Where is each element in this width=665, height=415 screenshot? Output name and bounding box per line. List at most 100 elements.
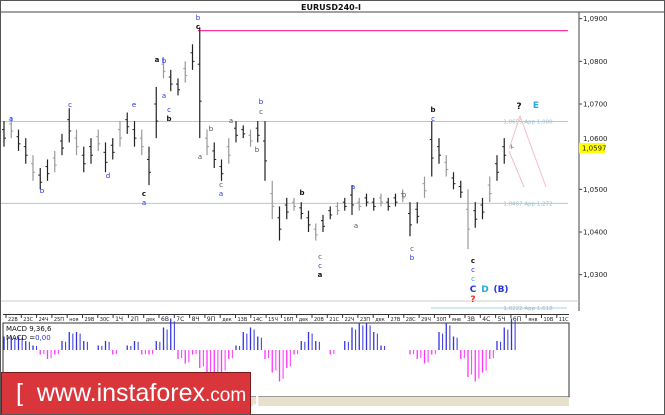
y-tick-label: 1,0600: [583, 135, 608, 143]
x-tick-label: 29Ч: [421, 317, 431, 323]
wave-label: b: [209, 125, 214, 133]
x-tick-label: 24Ч: [39, 317, 49, 323]
x-tick-label: 22Ч: [345, 317, 355, 323]
wave-label: a: [198, 153, 202, 161]
wave-label: (B): [493, 285, 508, 295]
chart-title: EURUSD240-I: [301, 3, 361, 12]
x-tick-label: 4С: [482, 316, 490, 323]
x-tick-label: 30П: [436, 317, 446, 323]
wave-label: c: [68, 101, 72, 109]
time-axis-line: [3, 314, 569, 315]
wave-label: a: [162, 92, 166, 100]
wave-label: a: [318, 271, 323, 279]
wave-label: c: [318, 262, 322, 270]
wave-label: b: [166, 115, 171, 123]
x-tick-label: дек: [146, 317, 156, 323]
y-tick-label: 1,0900: [583, 15, 608, 23]
x-tick-label: 8Ч: [192, 316, 200, 323]
wave-label: ?: [516, 102, 521, 112]
wave-label: e: [132, 101, 136, 109]
instaforex-logo[interactable]: [ www.instaforex.com ]: [1, 372, 260, 414]
y-tick-label: 1,0500: [583, 186, 608, 194]
level-label: 1,0467 App 1,272: [503, 201, 552, 207]
wave-label: c: [471, 257, 475, 265]
wave-label: c: [318, 253, 322, 261]
macd-value-label: MACD =0,00: [6, 334, 51, 342]
wave-label: a: [142, 199, 146, 207]
x-tick-label: 25П: [54, 317, 64, 323]
wave-label: c: [167, 106, 171, 114]
wave-label: b: [40, 187, 45, 195]
x-tick-label: 6В: [161, 316, 169, 323]
wave-label: c: [431, 115, 435, 123]
y-tick-label: 1,0800: [583, 58, 608, 66]
wave-label: a: [155, 56, 160, 64]
current-price-label: 1,0597: [582, 144, 607, 152]
x-tick-label: 10В: [544, 317, 554, 323]
x-tick-label: дек: [299, 317, 309, 323]
current-price-marker: [579, 142, 605, 153]
wave-label: c: [142, 190, 146, 198]
x-tick-label: 11С: [559, 317, 569, 323]
x-tick-label: 23П: [360, 317, 370, 323]
wave-label: a: [229, 117, 233, 125]
y-tick-label: 1,0400: [583, 229, 608, 237]
x-tick-label: 22В: [8, 317, 18, 323]
level-label: 1,0659 App 1,000: [503, 119, 553, 125]
wave-label: a: [219, 190, 223, 198]
wave-label: b: [162, 57, 167, 65]
wave-label: c: [259, 108, 263, 116]
x-tick-label: 23С: [23, 317, 33, 323]
x-tick-label: 28С: [406, 317, 416, 323]
y-tick-label: 1,0300: [583, 271, 608, 279]
projection-line: [508, 150, 525, 188]
wave-label: c: [219, 181, 223, 189]
wave-label: b: [255, 146, 260, 154]
wave-label: a: [9, 115, 13, 123]
x-tick-label: дек: [222, 317, 232, 323]
x-tick-label: 27В: [391, 317, 401, 323]
wave-label: c: [196, 23, 200, 31]
x-tick-label: 1Ч: [115, 316, 123, 323]
wave-label: E: [533, 101, 539, 111]
wave-label: b: [410, 254, 415, 262]
y-tick-label: 1,0700: [583, 101, 608, 109]
x-tick-label: 9П: [207, 316, 215, 323]
x-tick-label: 3В: [467, 316, 475, 323]
wave-label: c: [410, 245, 414, 253]
scroll-strip[interactable]: [3, 397, 569, 406]
wave-label: b: [402, 191, 407, 199]
wave-label: b: [299, 189, 304, 197]
x-tick-label: 14С: [253, 317, 263, 323]
x-tick-label: 21С: [329, 317, 339, 323]
x-tick-label: дек: [375, 317, 385, 323]
x-tick-label: янв: [452, 317, 461, 323]
x-tick-label: янв: [528, 317, 537, 323]
macd-label: MACD 9,36,6: [6, 325, 52, 333]
wave-label: b: [259, 98, 264, 106]
wave-label: b: [430, 106, 435, 114]
x-tick-label: 7С: [176, 316, 184, 323]
x-tick-label: ноя: [69, 317, 78, 323]
x-tick-label: 2П: [130, 316, 138, 323]
wave-label: c: [471, 275, 475, 283]
x-tick-label: 15Ч: [268, 317, 278, 323]
x-tick-label: 13В: [238, 317, 248, 323]
wave-label: D: [481, 285, 488, 295]
wave-label: d: [106, 172, 110, 180]
x-tick-label: 6П: [513, 316, 521, 323]
projection-line: [508, 114, 547, 188]
wave-label: a: [354, 222, 358, 230]
wave-label: a: [351, 183, 355, 191]
wave-label: ?: [470, 295, 475, 305]
x-tick-label: 30С: [100, 317, 110, 323]
level-label: 1,0222 App 1,618: [503, 306, 553, 312]
wave-label: b: [196, 14, 201, 22]
wave-label: c: [471, 266, 475, 274]
x-tick-label: 16П: [283, 317, 293, 323]
x-tick-label: 29В: [85, 317, 95, 323]
x-tick-label: 20В: [314, 317, 324, 323]
x-tick-label: 5Ч: [498, 316, 506, 323]
